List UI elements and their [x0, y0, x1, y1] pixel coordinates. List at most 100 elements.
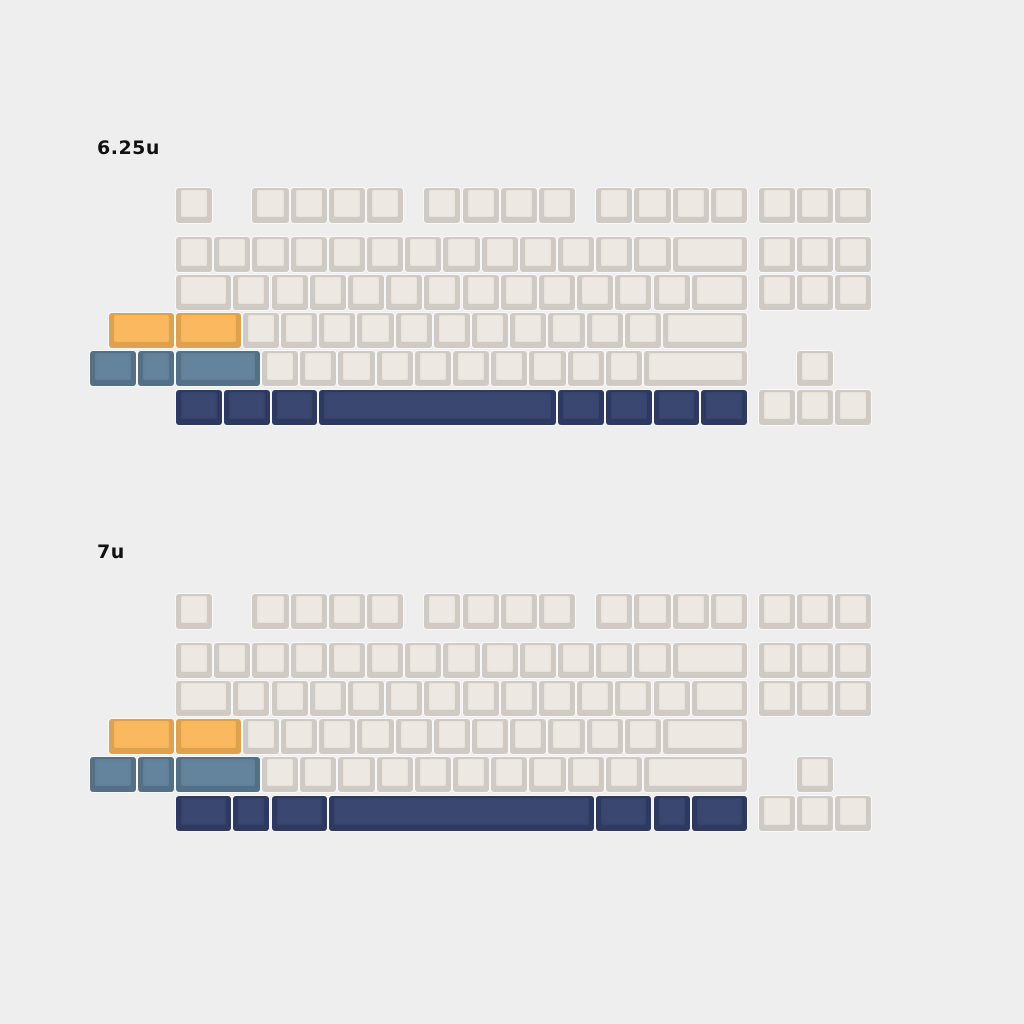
keycap-cream-row6-9 — [796, 796, 833, 831]
keycap-top-face — [610, 353, 637, 380]
keycap-cream-row3-17 — [834, 681, 872, 716]
keycap-cream-row4-6 — [357, 719, 394, 754]
keycap-top-face — [181, 798, 227, 825]
keycap-cream-row6-10 — [796, 390, 833, 425]
keycap-top-face — [238, 798, 265, 825]
keycap-top-face — [381, 353, 408, 380]
keycap-top-face — [839, 683, 867, 710]
keycap-top-face — [181, 645, 208, 672]
keycap-top-face — [314, 683, 341, 710]
keycap-navy-row6-5 — [596, 796, 652, 831]
keycap-cream-row2-5 — [328, 237, 365, 272]
keycap-cream-row2-4 — [290, 237, 327, 272]
keycap-top-face — [448, 645, 475, 672]
keycap-cream-row3-10 — [538, 681, 576, 716]
keycap-top-face — [352, 277, 380, 304]
keycap-top-face — [181, 239, 208, 266]
keycap-cream-row5-5 — [300, 351, 337, 386]
keycap-top-face — [295, 645, 322, 672]
keycap-top-face — [553, 315, 580, 342]
keycap-cream-row1-1 — [176, 594, 213, 629]
keycap-cream-row4-11 — [548, 719, 585, 754]
keycap-top-face — [333, 190, 360, 217]
keycap-top-face — [563, 645, 590, 672]
keycap-top-face — [238, 683, 265, 710]
keycap-cream-row1-12 — [672, 188, 709, 223]
keycap-top-face — [763, 645, 790, 672]
keycap-top-face — [639, 645, 666, 672]
keycap-top-face — [763, 277, 790, 304]
keycap-top-face — [801, 190, 828, 217]
keycap-cream-row5-6 — [338, 351, 375, 386]
keycap-top-face — [620, 683, 647, 710]
keycap-navy-row6-7 — [691, 796, 747, 831]
keycap-cream-row4-11 — [548, 313, 585, 348]
keycap-top-face — [658, 277, 685, 304]
keycap-cream-row1-9 — [538, 594, 576, 629]
keycap-top-face — [286, 315, 313, 342]
keycap-top-face — [257, 190, 284, 217]
keycap-cream-row6-8 — [758, 796, 795, 831]
keycap-cream-row5-6 — [338, 757, 375, 792]
keycap-cream-row5-8 — [414, 351, 451, 386]
keycap-top-face — [286, 721, 313, 748]
keycap-cream-row4-10 — [510, 313, 547, 348]
keycap-cream-row5-12 — [567, 757, 604, 792]
keycap-blue-row5-1 — [90, 757, 136, 792]
keycap-top-face — [266, 759, 294, 786]
keycap-cream-row2-3 — [252, 237, 289, 272]
keycap-cream-row3-6 — [386, 681, 423, 716]
keycap-navy-row6-7 — [653, 390, 700, 425]
keycap-top-face — [601, 596, 628, 623]
keycap-top-face — [391, 277, 418, 304]
keycap-top-face — [763, 190, 790, 217]
keycap-cream-row5-14 — [643, 757, 747, 792]
keycap-top-face — [438, 721, 466, 748]
keycap-cream-row4-3 — [242, 313, 280, 348]
keycap-cream-row4-10 — [510, 719, 547, 754]
keycap-top-face — [524, 239, 551, 266]
keycap-cream-row1-15 — [796, 188, 833, 223]
keycap-top-face — [114, 315, 169, 342]
keycap-cream-row5-11 — [529, 757, 566, 792]
keycap-top-face — [763, 683, 790, 710]
keycap-cream-row2-1 — [176, 643, 213, 678]
keycap-cream-row3-16 — [796, 681, 833, 716]
keycap-navy-row6-4 — [328, 796, 595, 831]
keycap-cream-row4-4 — [281, 719, 318, 754]
keycap-top-face — [524, 645, 551, 672]
keycap-top-face — [763, 392, 790, 419]
keycap-cream-row1-2 — [252, 594, 289, 629]
keycap-top-face — [668, 315, 742, 342]
keycap-top-face — [181, 759, 255, 786]
keycap-cream-row1-3 — [290, 594, 327, 629]
keycap-top-face — [601, 645, 628, 672]
keycap-cream-row3-9 — [500, 681, 537, 716]
keycap-cream-row3-17 — [834, 275, 872, 310]
keycap-cream-row2-10 — [519, 237, 556, 272]
keycap-cream-row3-1 — [176, 275, 232, 310]
keycap-cream-row2-13 — [634, 237, 671, 272]
keycap-top-face — [429, 277, 456, 304]
keycap-cream-row2-8 — [443, 237, 480, 272]
keycap-cream-row1-8 — [500, 594, 537, 629]
keycap-top-face — [658, 392, 695, 419]
keycap-cream-row4-8 — [433, 313, 471, 348]
keycap-top-face — [839, 190, 867, 217]
keycap-cream-row1-7 — [462, 188, 499, 223]
keycap-cream-row1-11 — [634, 594, 671, 629]
keycap-cream-row1-10 — [596, 594, 633, 629]
keycap-top-face — [801, 645, 828, 672]
keycap-cream-row3-2 — [233, 681, 270, 716]
keycap-navy-row6-1 — [176, 390, 222, 425]
keycap-top-face — [572, 759, 599, 786]
keycap-navy-row6-2 — [223, 390, 270, 425]
keycap-cream-row2-9 — [481, 237, 518, 272]
keycap-top-face — [247, 315, 275, 342]
keycap-cream-row3-7 — [424, 681, 461, 716]
keycap-top-face — [333, 798, 590, 825]
keycap-top-face — [372, 239, 399, 266]
keycap-cream-row1-15 — [796, 594, 833, 629]
keycap-top-face — [181, 392, 217, 419]
keycap-cream-row4-9 — [472, 313, 509, 348]
